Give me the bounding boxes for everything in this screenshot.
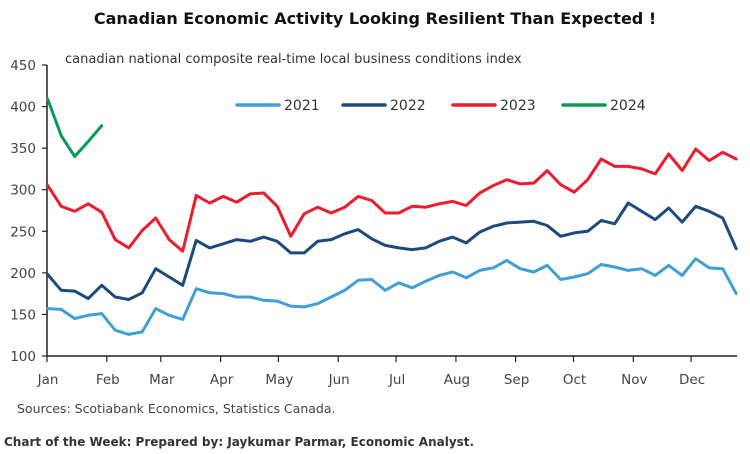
x-tick-label: May xyxy=(265,372,293,388)
legend-label: 2022 xyxy=(390,98,426,114)
x-tick-label: Jan xyxy=(37,372,59,388)
x-tick-label: Jun xyxy=(328,372,350,388)
legend: 2021 2022 2023 2024 xyxy=(235,98,646,114)
series-lines xyxy=(46,97,738,336)
y-tick-label: 250 xyxy=(10,224,36,240)
legend-label: 2021 xyxy=(284,98,320,114)
x-tick-label: Aug xyxy=(444,372,470,388)
x-tick-label: Oct xyxy=(563,372,586,388)
x-tick-label: Apr xyxy=(210,372,234,388)
y-tick-label: 300 xyxy=(10,183,36,199)
y-tick-label: 200 xyxy=(10,266,36,282)
footer-credit: Chart of the Week: Prepared by: Jaykumar… xyxy=(4,435,475,449)
series-line-2024 xyxy=(46,97,104,158)
y-tick-label: 400 xyxy=(10,100,36,116)
series-line-2022 xyxy=(46,201,738,301)
legend-label: 2024 xyxy=(610,98,646,114)
axes: 100 150 200 250 300 350 400 450 Jan Feb Mar Apr May J… xyxy=(10,58,738,388)
series-line-2021 xyxy=(46,257,738,336)
y-tick-label: 450 xyxy=(10,58,36,74)
x-tick-label: Jul xyxy=(388,372,405,388)
sources-note: Sources: Scotiabank Economics, Statistic… xyxy=(17,401,336,416)
x-tick-label: Sep xyxy=(504,372,529,388)
x-tick-label: Dec xyxy=(679,372,705,388)
series-line-2023 xyxy=(46,147,738,253)
x-tick-label: Feb xyxy=(96,372,120,388)
y-tick-label: 150 xyxy=(10,307,36,323)
y-tick-label: 350 xyxy=(10,141,36,157)
chart-subtitle: canadian national composite real-time lo… xyxy=(65,52,522,67)
x-tick-label: Nov xyxy=(621,372,647,388)
y-tick-label: 100 xyxy=(10,349,36,365)
legend-label: 2023 xyxy=(500,98,536,114)
x-tick-label: Mar xyxy=(149,372,175,388)
chart-title: Canadian Economic Activity Looking Resil… xyxy=(93,9,657,28)
